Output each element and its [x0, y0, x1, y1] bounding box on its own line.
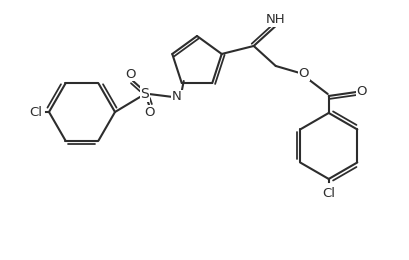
Text: O: O: [126, 68, 136, 81]
Text: S: S: [140, 87, 149, 101]
Text: O: O: [298, 67, 308, 80]
Text: N: N: [172, 90, 182, 103]
Text: O: O: [356, 86, 366, 99]
Text: Cl: Cl: [29, 106, 42, 119]
Text: O: O: [144, 106, 155, 119]
Text: Cl: Cl: [321, 187, 335, 200]
Text: NH: NH: [265, 13, 285, 26]
